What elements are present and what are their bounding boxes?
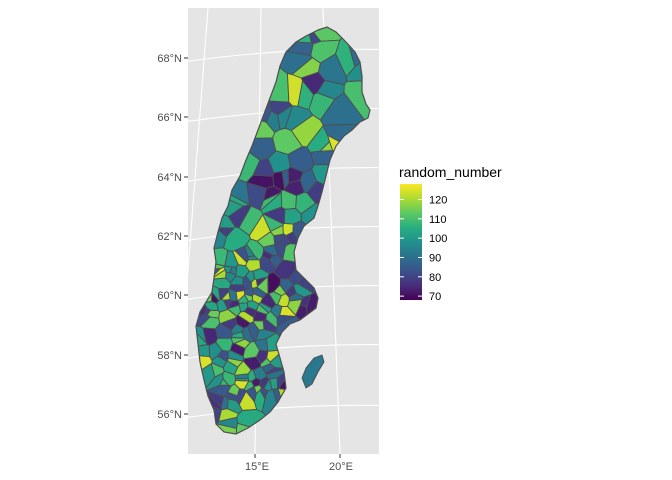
- legend-tick-label: 120: [429, 194, 447, 206]
- municipality-region: [263, 185, 283, 201]
- municipality-region: [262, 206, 286, 225]
- legend-tick-label: 110: [429, 214, 447, 226]
- municipality-region: [252, 267, 270, 281]
- municipality-region: [265, 310, 278, 329]
- municipality-region: [295, 191, 317, 215]
- y-tick-label: 68°N: [157, 53, 182, 65]
- municipality-region: [299, 294, 312, 308]
- municipality-region: [199, 316, 221, 330]
- municipality-region: [279, 233, 291, 247]
- parallel-68n: [188, 48, 379, 62]
- y-axis: 56°N 58°N 60°N 62°N 64°N 66°N 68°N: [157, 53, 188, 421]
- y-tick-label: 58°N: [157, 350, 182, 362]
- parallel-58n: [188, 344, 379, 359]
- legend: random_number 120 110 100 90 80 70: [399, 164, 502, 303]
- y-tick-label: 64°N: [157, 172, 182, 184]
- legend-tick-label: 80: [429, 272, 441, 284]
- municipality-region: [316, 79, 345, 100]
- municipality-region: [252, 366, 267, 381]
- municipality-region: [237, 310, 255, 324]
- x-tick-label: 20°E: [329, 461, 353, 473]
- legend-tick-label: 100: [429, 233, 447, 245]
- municipality-region: [218, 308, 237, 324]
- municipality-region: [222, 370, 236, 387]
- y-tick-label: 60°N: [157, 290, 182, 302]
- municipality-region: [245, 259, 261, 272]
- meridian-10e: [188, 8, 209, 278]
- municipality-region: [235, 388, 247, 406]
- y-tick-label: 62°N: [157, 231, 182, 243]
- municipality-region: [256, 276, 269, 295]
- municipality-region: [277, 293, 290, 307]
- municipality-region: [229, 266, 238, 276]
- legend-title: random_number: [399, 164, 502, 180]
- municipality-region: [277, 104, 293, 130]
- sweden-outline: [195, 26, 371, 435]
- municipality-region: [244, 293, 253, 302]
- legend-tick-label: 90: [429, 252, 441, 264]
- y-tick-label: 66°N: [157, 112, 182, 124]
- x-tick-label: 15°E: [245, 461, 269, 473]
- municipality-region: [218, 287, 230, 300]
- municipality-region: [287, 299, 303, 316]
- parallel-56n: [188, 404, 379, 418]
- municipality-region: [227, 349, 245, 362]
- municipality-region: [287, 166, 304, 184]
- gotland-region: [301, 354, 325, 389]
- municipality-region: [246, 238, 265, 261]
- legend-ticks: 120 110 100 90 80 70: [400, 194, 447, 303]
- municipality-region: [252, 286, 267, 299]
- municipality-region: [290, 114, 324, 148]
- x-axis: 15°E 20°E: [245, 454, 353, 473]
- municipality-region: [291, 57, 321, 79]
- legend-tick-label: 70: [429, 291, 441, 303]
- municipality-region: [203, 301, 219, 311]
- municipality-region: [272, 170, 286, 192]
- y-tick-label: 56°N: [157, 409, 182, 421]
- municipality-region: [272, 127, 303, 155]
- legend-colorbar: [400, 184, 422, 300]
- municipality-region: [238, 205, 264, 236]
- municipality-region: [287, 73, 303, 107]
- municipality-region: [253, 338, 269, 352]
